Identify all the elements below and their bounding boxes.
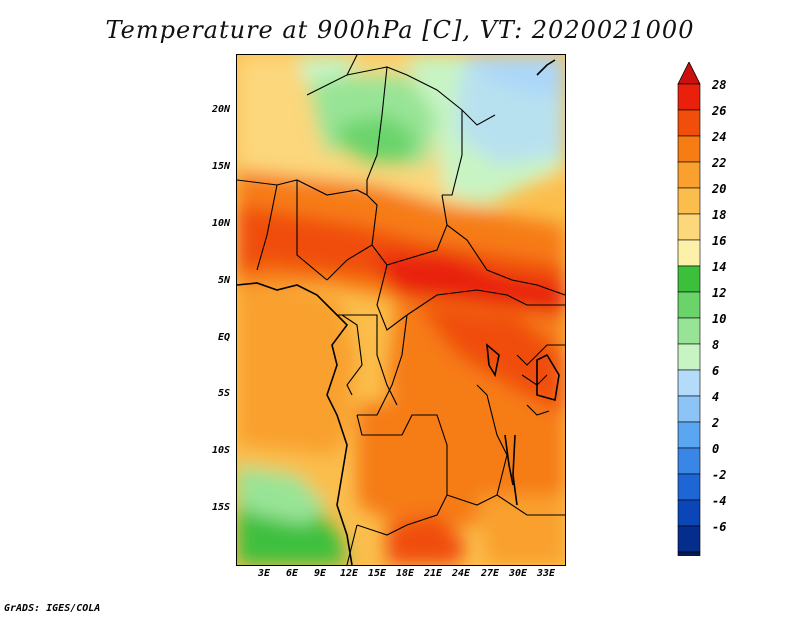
colorbar-label: 20 bbox=[712, 182, 727, 196]
colorbar-segment bbox=[677, 525, 701, 553]
colorbar-label: 0 bbox=[712, 442, 720, 456]
x-tick-label: 12E bbox=[339, 568, 359, 579]
colorbar-segment bbox=[677, 109, 701, 137]
x-tick-label: 33E bbox=[536, 568, 556, 579]
colorbar-label: -6 bbox=[712, 520, 727, 534]
colorbar-top-arrow bbox=[677, 62, 701, 85]
y-tick-label: EQ bbox=[217, 332, 230, 343]
x-tick-label: 9E bbox=[313, 568, 327, 579]
x-tick-label: 6E bbox=[285, 568, 299, 579]
colorbar bbox=[677, 62, 701, 556]
colorbar-label: 8 bbox=[712, 338, 720, 352]
x-tick-label: 15E bbox=[367, 568, 387, 579]
colorbar-segment bbox=[677, 473, 701, 501]
x-tick-label: 24E bbox=[451, 568, 471, 579]
country-borders bbox=[237, 55, 565, 565]
colorbar-segment bbox=[677, 291, 701, 319]
y-tick-label: 20N bbox=[211, 104, 230, 115]
colorbar-segment bbox=[677, 369, 701, 397]
colorbar-segment bbox=[677, 395, 701, 423]
colorbar-label: 12 bbox=[712, 286, 727, 300]
colorbar-segment bbox=[677, 317, 701, 345]
coastline bbox=[237, 59, 560, 565]
y-tick-label: 15N bbox=[211, 161, 230, 172]
colorbar-label: 18 bbox=[712, 208, 727, 222]
credit-footer: GrADS: IGES/COLA bbox=[4, 603, 101, 614]
colorbar-label: -2 bbox=[712, 468, 727, 482]
colorbar-segment bbox=[677, 421, 701, 449]
colorbar-segment bbox=[677, 551, 701, 556]
colorbar-label: 28 bbox=[712, 78, 727, 92]
colorbar-segment bbox=[677, 135, 701, 163]
x-tick-label: 3E bbox=[257, 568, 271, 579]
colorbar-label: 2 bbox=[712, 416, 720, 430]
x-tick-label: 18E bbox=[395, 568, 415, 579]
colorbar-segment bbox=[677, 83, 701, 111]
y-tick-label: 15S bbox=[211, 502, 230, 513]
colorbar-segment bbox=[677, 239, 701, 267]
colorbar-label: 26 bbox=[712, 104, 727, 118]
x-tick-label: 21E bbox=[423, 568, 443, 579]
colorbar-label: 14 bbox=[712, 260, 727, 274]
colorbar-segment bbox=[677, 187, 701, 215]
y-tick-label: 5N bbox=[217, 275, 230, 286]
map-title: Temperature at 900hPa [C], VT: 202002100… bbox=[105, 16, 695, 44]
colorbar-segment bbox=[677, 213, 701, 241]
colorbar-segment bbox=[677, 161, 701, 189]
y-tick-label: 10N bbox=[211, 218, 230, 229]
colorbar-segment bbox=[677, 343, 701, 371]
colorbar-label: 22 bbox=[712, 156, 727, 170]
colorbar-label: 6 bbox=[712, 364, 720, 378]
colorbar-label: 16 bbox=[712, 234, 727, 248]
colorbar-label: 24 bbox=[712, 130, 727, 144]
colorbar-label: -4 bbox=[712, 494, 727, 508]
x-tick-label: 30E bbox=[508, 568, 528, 579]
y-tick-label: 5S bbox=[217, 388, 230, 399]
colorbar-label: 4 bbox=[712, 390, 720, 404]
colorbar-label: 10 bbox=[712, 312, 727, 326]
colorbar-segment bbox=[677, 447, 701, 475]
temperature-field bbox=[237, 55, 565, 565]
y-tick-label: 10S bbox=[211, 445, 230, 456]
temperature-map bbox=[236, 54, 566, 566]
colorbar-segment bbox=[677, 499, 701, 527]
colorbar-segment bbox=[677, 265, 701, 293]
x-tick-label: 27E bbox=[480, 568, 500, 579]
